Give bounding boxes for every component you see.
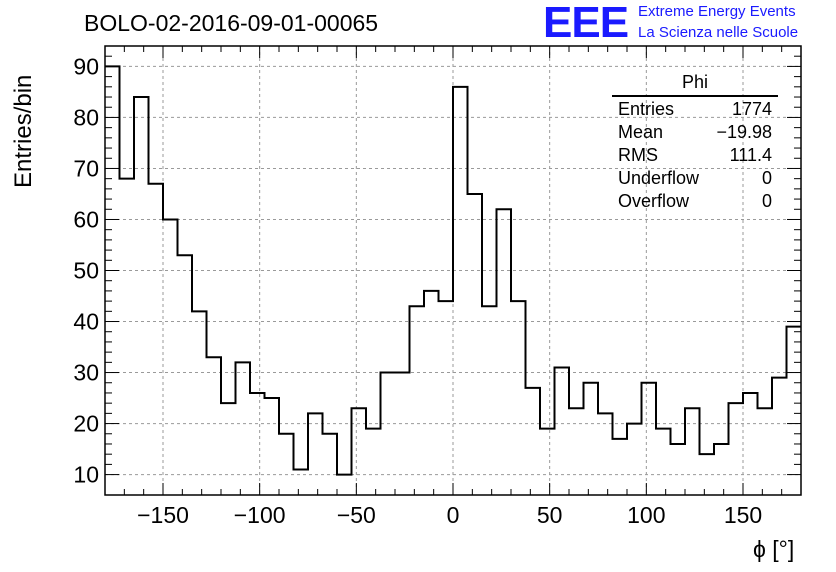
y-tick-label: 90 [73,53,99,79]
stats-value: 1774 [731,99,772,119]
x-axis-label: ϕ [°] [753,536,795,562]
stats-label: Overflow [618,191,690,211]
x-tick-label: 100 [627,502,665,528]
stats-row-underflow: Underflow 0 [612,167,778,190]
logo-line-2: La Scienza nelle Scuole [638,24,799,41]
x-tick-label: −100 [234,502,286,528]
stats-label: Mean [618,122,664,142]
stats-value: 111.4 [729,145,772,165]
stats-label: RMS [618,145,658,165]
y-tick-label: 80 [73,104,99,130]
stats-value: 0 [761,168,772,188]
stats-row-mean: Mean −19.98 [612,121,778,144]
stats-box: Phi Entries 1774 Mean −19.98 RMS 111.4 U… [612,72,778,213]
stats-box-name: Phi [612,72,778,97]
stats-row-rms: RMS 111.4 [612,144,778,167]
stats-value: 0 [761,191,772,211]
y-tick-label: 60 [73,206,99,232]
x-tick-label: 50 [537,502,563,528]
x-tick-label: 0 [447,502,460,528]
y-tick-label: 50 [73,258,99,284]
x-tick-label: −50 [337,502,376,528]
stats-label: Underflow [618,168,700,188]
eee-logo: EEE [543,0,629,47]
y-tick-label: 10 [73,462,99,488]
y-tick-label: 70 [73,155,99,181]
y-tick-label: 20 [73,411,99,437]
x-tick-label: 150 [724,502,762,528]
stats-row-overflow: Overflow 0 [612,190,778,213]
stats-label: Entries [618,99,675,119]
histogram-series [105,65,801,476]
y-axis-label: Entries/bin [10,74,37,188]
logo-line-1: Extreme Energy Events [638,3,796,20]
x-tick-label: −150 [137,502,189,528]
stats-value: −19.98 [716,122,772,142]
y-tick-label: 30 [73,360,99,386]
stats-row-entries: Entries 1774 [612,98,778,121]
y-tick-label: 40 [73,309,99,335]
chart-title: BOLO-02-2016-09-01-00065 [84,10,379,36]
